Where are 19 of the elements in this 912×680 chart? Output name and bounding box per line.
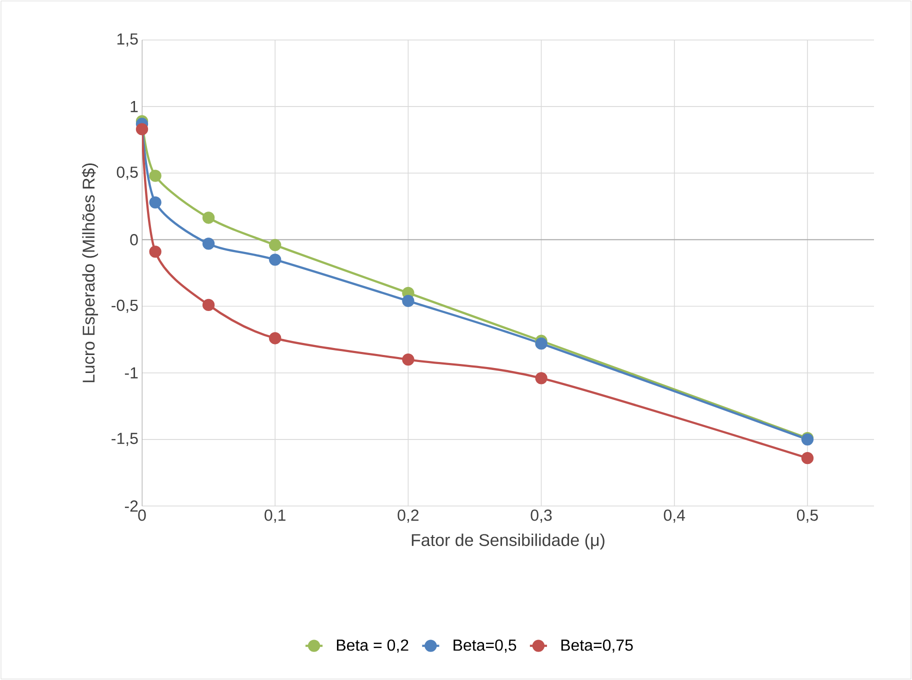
y-tick-label: -0,5	[112, 300, 138, 313]
x-tick-label: 0,1	[264, 510, 286, 523]
y-tick-label: 1,5	[117, 33, 138, 47]
y-tick-label: 0,5	[116, 166, 138, 180]
y-tick-label: -1,5	[112, 432, 138, 446]
x-tick-label: 0	[138, 510, 146, 521]
x-tick-label: 0,3	[530, 510, 552, 523]
y-tick-label: 0	[130, 234, 138, 246]
y-axis-title: Lucro Esperado (Milhões R$)	[82, 164, 98, 382]
legend-label: Beta=0,5	[454, 639, 516, 653]
legend-label: Beta = 0,2	[336, 639, 408, 653]
y-tick-label: -2	[124, 500, 138, 512]
y-tick-label: 1	[130, 101, 138, 112]
legend-label: Beta=0,75	[561, 639, 633, 653]
y-tick-label: -1	[124, 367, 138, 378]
x-tick-label: 0,4	[664, 510, 686, 523]
x-tick-label: 0,5	[796, 510, 818, 523]
x-axis-title: Fator de Sensibilidade (μ)	[412, 534, 604, 550]
x-tick-label: 0,2	[398, 510, 418, 523]
